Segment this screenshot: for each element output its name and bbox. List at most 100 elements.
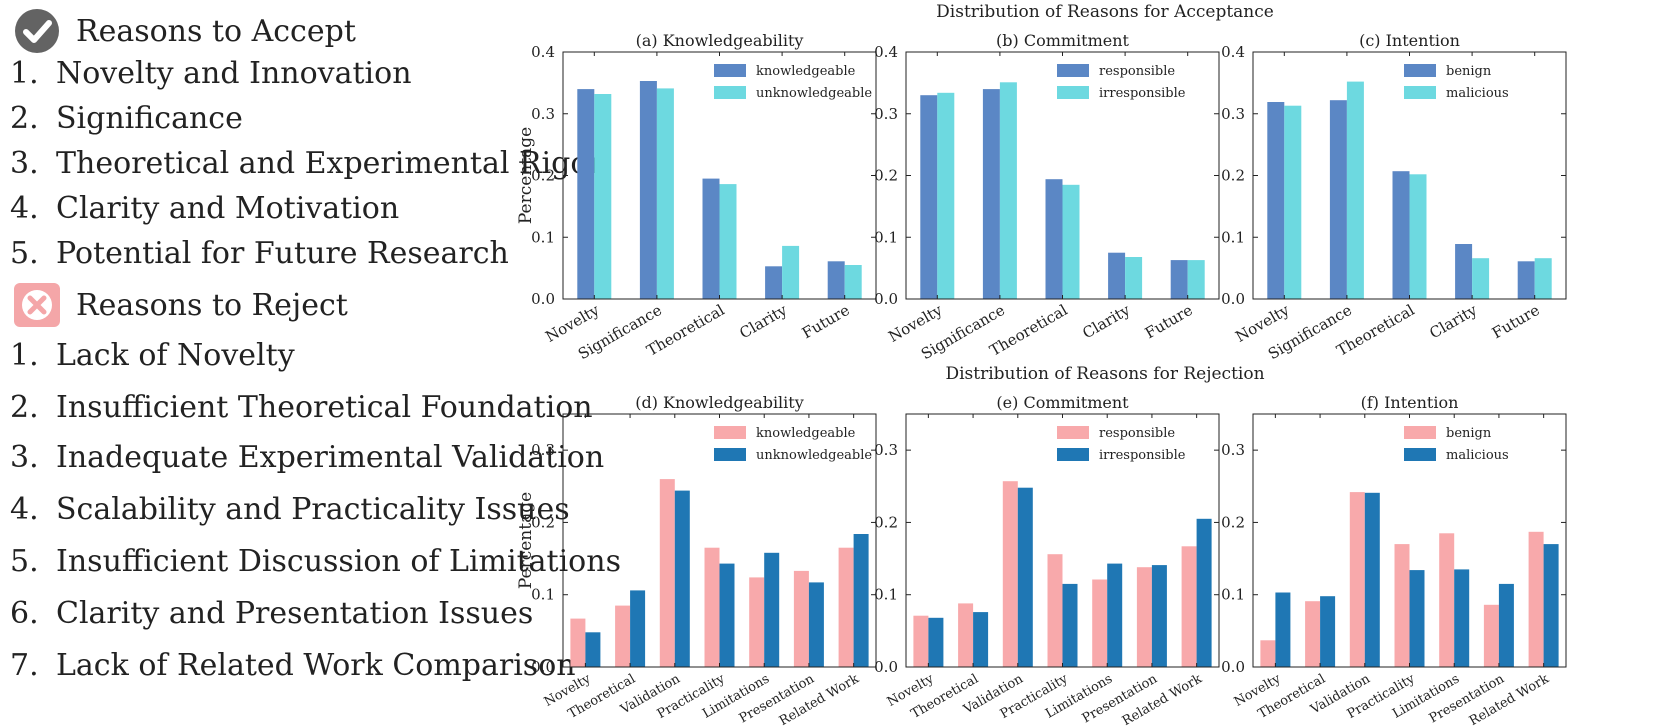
legend-label: malicious: [1446, 448, 1509, 463]
legend-swatch: [1057, 86, 1089, 99]
bar: [1181, 546, 1197, 667]
bar: [1136, 567, 1152, 667]
subplot-title: (f) Intention: [1361, 393, 1459, 412]
reject-row-title: Distribution of Reasons for Rejection: [945, 364, 1264, 384]
y-tick-label: 0.2: [531, 513, 555, 531]
y-tick-label: 0.2: [1221, 513, 1245, 531]
legend-swatch: [1404, 426, 1436, 439]
bar: [594, 94, 612, 299]
reject-header: Reasons to Reject: [12, 282, 348, 328]
y-tick-label: 0.0: [874, 290, 898, 308]
legend-label: responsible: [1099, 426, 1175, 441]
bar: [1151, 565, 1167, 667]
bar: [1017, 487, 1033, 667]
legend-label: irresponsible: [1099, 86, 1186, 101]
bar: [1045, 179, 1063, 299]
bar: [1092, 579, 1108, 667]
bar: [1107, 563, 1123, 667]
bar: [1267, 102, 1285, 299]
legend-swatch: [714, 448, 746, 461]
bar: [1275, 592, 1291, 667]
bar: [1170, 260, 1188, 299]
bar: [958, 603, 974, 667]
reasons-legend-panel: Reasons to Accept 1. Novelty and Innovati…: [0, 0, 621, 727]
y-tick-label: 0.4: [531, 43, 555, 61]
legend-swatch: [1057, 448, 1089, 461]
bar: [585, 632, 601, 667]
y-tick-label: 0.0: [531, 658, 555, 676]
legend-swatch: [714, 426, 746, 439]
bar: [1543, 544, 1559, 667]
subplot-title: (c) Intention: [1359, 31, 1460, 50]
bar: [630, 590, 646, 667]
accept-title: Reasons to Accept: [76, 13, 356, 49]
bar: [1409, 174, 1427, 299]
reject-reason-item: 1. Lack of Novelty: [10, 338, 295, 373]
legend-swatch: [1057, 426, 1089, 439]
bar: [1062, 583, 1078, 667]
y-tick-label: 0.1: [874, 228, 898, 246]
subplot-title: (e) Commitment: [996, 393, 1129, 412]
bar: [1329, 100, 1347, 299]
bar: [719, 184, 737, 299]
accept-row-title: Distribution of Reasons for Acceptance: [936, 2, 1274, 22]
y-tick-label: 0.4: [874, 43, 898, 61]
bar: [1498, 583, 1514, 667]
axes-frame: [1252, 413, 1567, 668]
bar: [937, 92, 955, 299]
legend-label: knowledgeable: [756, 64, 856, 79]
bar: [702, 178, 720, 299]
bar: [1394, 544, 1410, 667]
bar: [577, 89, 595, 299]
y-tick-label: 0.0: [531, 290, 555, 308]
legend-swatch: [1057, 64, 1089, 77]
bar: [1002, 481, 1018, 667]
bar: [982, 89, 1000, 299]
bar: [1439, 533, 1455, 667]
check-circle-icon: [12, 8, 62, 54]
x-square-icon: [12, 282, 62, 328]
x-tick-label: Future: [1142, 301, 1196, 343]
bar: [1284, 105, 1302, 299]
y-tick-label: 0.2: [874, 513, 898, 531]
bar: [808, 582, 824, 667]
bar: [1392, 171, 1410, 299]
y-axis-label: Percentage: [516, 127, 536, 224]
bar: [1483, 604, 1499, 667]
legend-label: malicious: [1446, 86, 1509, 101]
legend-swatch: [1404, 64, 1436, 77]
accept-reason-item: 4. Clarity and Motivation: [10, 191, 400, 226]
bar: [1125, 257, 1143, 299]
legend-label: unknowledgeable: [756, 448, 872, 463]
legend-label: unknowledgeable: [756, 86, 872, 101]
y-tick-label: 0.1: [531, 228, 555, 246]
legend-label: benign: [1446, 64, 1492, 79]
bar: [1364, 492, 1380, 667]
legend-swatch: [714, 64, 746, 77]
y-tick-label: 0.3: [1221, 441, 1245, 459]
bar: [1062, 184, 1080, 299]
axes-frame: [562, 413, 877, 668]
legend-label: responsible: [1099, 64, 1175, 79]
x-tick-label: Clarity: [1426, 301, 1480, 343]
y-tick-label: 0.1: [874, 586, 898, 604]
bar: [1349, 492, 1365, 667]
axes-frame: [905, 413, 1220, 668]
accept-reason-item: 1. Novelty and Innovation: [10, 56, 412, 91]
y-tick-label: 0.2: [531, 167, 555, 185]
accept-header: Reasons to Accept: [12, 8, 356, 54]
reject-reason-item: 4. Scalability and Practicality Issues: [10, 492, 570, 527]
bar: [782, 245, 800, 299]
bar: [1260, 640, 1276, 667]
y-tick-label: 0.2: [874, 167, 898, 185]
bar: [827, 261, 845, 299]
bar: [1108, 252, 1126, 299]
y-tick-label: 0.3: [1221, 105, 1245, 123]
bar: [973, 612, 989, 667]
bar: [838, 547, 854, 667]
y-tick-label: 0.4: [1221, 43, 1245, 61]
y-tick-label: 0.1: [1221, 228, 1245, 246]
y-tick-label: 0.2: [1221, 167, 1245, 185]
legend-swatch: [1404, 86, 1436, 99]
